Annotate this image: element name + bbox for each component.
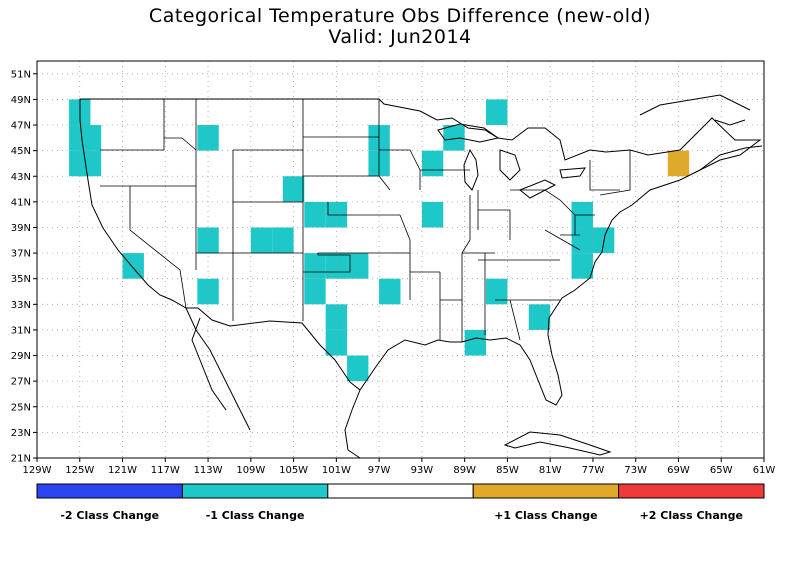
anomaly-cell [486, 99, 508, 126]
legend-label: +1 Class Change [494, 509, 598, 522]
longitude-tick-label: 73W [624, 465, 647, 476]
legend-swatch [181, 483, 329, 499]
latitude-tick-label: 27N [11, 377, 31, 388]
anomaly-cell [325, 329, 348, 356]
longitude-tick-label: 101W [322, 465, 351, 476]
longitude-tick-label: 85W [496, 465, 519, 476]
anomaly-cell [197, 125, 219, 151]
legend-label: -2 Class Change [60, 509, 160, 522]
legend-colorbar [36, 483, 765, 499]
longitude-tick-label: 77W [582, 465, 605, 476]
lake-ontario [559, 167, 586, 179]
longitude-tick-label: 109W [236, 465, 265, 476]
legend-swatch [36, 483, 183, 499]
anomaly-cell [304, 253, 326, 279]
map-frame [36, 60, 765, 459]
anomaly-cell [272, 227, 294, 254]
longitude-tick-label: 129W [23, 465, 52, 476]
anomaly-cell [464, 329, 487, 356]
plot-frame [36, 60, 765, 459]
lake-michigan [463, 148, 479, 191]
longitude-labels: 129W 125W 121W 117W 113W 109W 105W 101W 97W 93W 89… [23, 458, 776, 476]
longitude-tick-label: 117W [151, 465, 180, 476]
longitude-tick-label: 121W [108, 465, 137, 476]
lake-superior [437, 123, 500, 143]
anomaly-cell [528, 304, 551, 330]
longitude-tick-label: 69W [667, 465, 690, 476]
latitude-tick-label: 31N [11, 325, 31, 336]
longitude-tick-label: 125W [65, 465, 94, 476]
title-line-1: Categorical Temperature Obs Difference (… [148, 5, 652, 27]
lake-erie [519, 179, 557, 199]
latitude-tick-label: 35N [11, 274, 31, 285]
latitude-tick-label: 37N [11, 249, 31, 260]
title-line-2: Valid: Jun2014 [328, 26, 472, 48]
mexico-coastline [185, 307, 361, 459]
longitude-tick-label: 113W [194, 465, 223, 476]
anomaly-cell [486, 278, 508, 305]
anomaly-cell [122, 253, 144, 279]
anomaly-cells [69, 99, 690, 382]
anomaly-cell [282, 176, 305, 202]
anomaly-cell [79, 150, 102, 177]
coastline-and-borders [79, 94, 763, 459]
latitude-tick-label: 39N [11, 223, 31, 234]
longitude-tick-label: 61W [753, 465, 776, 476]
anomaly-cell [250, 227, 273, 254]
lake-huron [499, 149, 521, 181]
anomaly-cell [571, 253, 593, 279]
anomaly-cell [421, 201, 444, 228]
legend-label: -1 Class Change [205, 509, 305, 522]
longitude-tick-label: 105W [279, 465, 308, 476]
anomaly-cell [667, 150, 690, 177]
legend-label: +2 Class Change [639, 509, 743, 522]
latitude-tick-label: 45N [11, 146, 31, 157]
latitude-labels: 51N 49N 47N 45N 43N 41N 39N 37N 35N 33N 31N 29N 27N 2… [11, 69, 37, 465]
legend-swatch [327, 483, 474, 499]
latitude-tick-label: 49N [11, 95, 31, 106]
map-title: Categorical Temperature Obs Difference (… [0, 6, 800, 48]
latitude-tick-label: 33N [11, 300, 31, 311]
latitude-tick-label: 47N [11, 121, 31, 132]
legend-swatch [472, 483, 620, 499]
longitude-tick-label: 93W [411, 465, 434, 476]
anomaly-cell [421, 150, 444, 177]
latitude-tick-label: 21N [11, 454, 31, 465]
us-coastline [79, 98, 762, 406]
canada-maritimes [639, 94, 763, 171]
anomaly-cell [304, 201, 326, 228]
latitude-tick-label: 43N [11, 172, 31, 183]
state-borders [100, 99, 631, 342]
longitude-tick-label: 81W [539, 465, 562, 476]
anomaly-cell [197, 227, 219, 254]
anomaly-cell [347, 253, 369, 279]
latitude-tick-label: 41N [11, 197, 31, 208]
latitude-tick-label: 51N [11, 69, 31, 80]
legend-swatch [618, 483, 765, 499]
longitude-tick-label: 97W [368, 465, 391, 476]
anomaly-cell [304, 278, 326, 305]
cuba-coastline [503, 431, 612, 456]
latitude-tick-label: 29N [11, 351, 31, 362]
longitude-tick-label: 89W [453, 465, 476, 476]
anomaly-cell [379, 278, 401, 305]
anomaly-cell [347, 355, 369, 382]
longitude-tick-label: 65W [710, 465, 733, 476]
anomaly-cell [443, 125, 465, 151]
latitude-tick-label: 25N [11, 402, 31, 413]
anomaly-cell [325, 304, 348, 330]
lat-lon-gridlines [36, 61, 765, 459]
latitude-tick-label: 23N [11, 428, 31, 439]
anomaly-cell [79, 125, 102, 151]
